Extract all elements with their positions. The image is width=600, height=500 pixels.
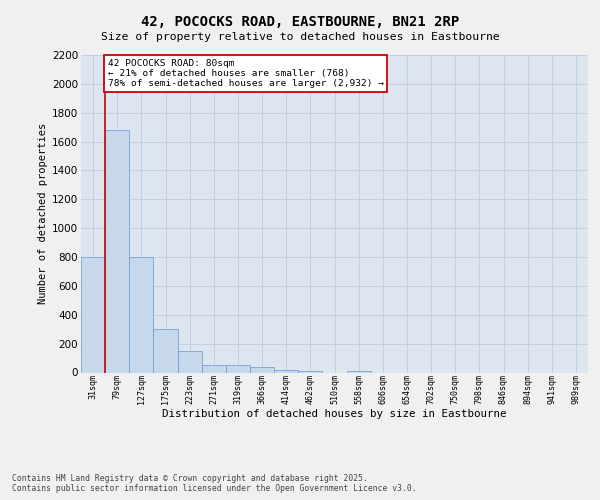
- Bar: [129, 257, 154, 372]
- Bar: [105, 130, 129, 372]
- Bar: [226, 366, 250, 372]
- Text: Size of property relative to detached houses in Eastbourne: Size of property relative to detached ho…: [101, 32, 499, 42]
- Text: 42 POCOCKS ROAD: 80sqm
← 21% of detached houses are smaller (768)
78% of semi-de: 42 POCOCKS ROAD: 80sqm ← 21% of detached…: [107, 58, 383, 88]
- X-axis label: Distribution of detached houses by size in Eastbourne: Distribution of detached houses by size …: [162, 410, 507, 420]
- Y-axis label: Number of detached properties: Number of detached properties: [38, 123, 48, 304]
- Bar: [178, 351, 202, 372]
- Bar: [81, 257, 105, 372]
- Bar: [154, 329, 178, 372]
- Text: Contains HM Land Registry data © Crown copyright and database right 2025.
Contai: Contains HM Land Registry data © Crown c…: [12, 474, 416, 494]
- Bar: [250, 366, 274, 372]
- Text: 42, POCOCKS ROAD, EASTBOURNE, BN21 2RP: 42, POCOCKS ROAD, EASTBOURNE, BN21 2RP: [141, 15, 459, 29]
- Bar: [202, 366, 226, 372]
- Bar: [347, 371, 371, 372]
- Bar: [274, 370, 298, 372]
- Bar: [298, 371, 322, 372]
